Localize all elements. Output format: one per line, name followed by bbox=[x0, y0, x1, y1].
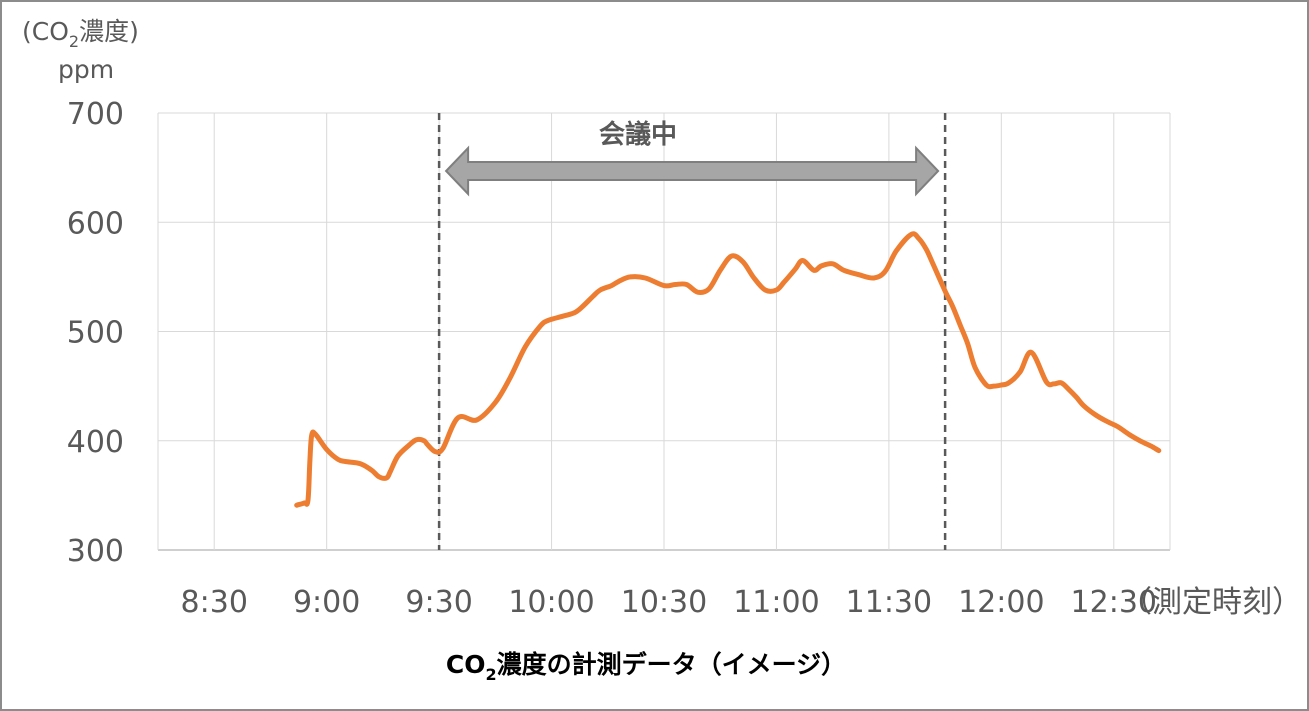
x-tick-label: 10:00 bbox=[508, 585, 594, 620]
x-tick-label: 8:30 bbox=[181, 585, 248, 620]
x-axis-label: （測定時刻） bbox=[1122, 585, 1302, 620]
x-tick-label: 11:30 bbox=[846, 585, 932, 620]
x-tick-label: 11:00 bbox=[733, 585, 819, 620]
y-tick-labels: 300 400 500 600 700 bbox=[67, 97, 124, 569]
meeting-double-arrow bbox=[444, 145, 940, 197]
y-tick-label: 700 bbox=[67, 97, 124, 132]
co2-series-line bbox=[294, 231, 1162, 508]
x-tick-label: 12:30 bbox=[1071, 585, 1157, 620]
meeting-arrow bbox=[444, 145, 940, 197]
meeting-label: 会議中 bbox=[599, 119, 677, 150]
y-axis-unit-label: (CO2濃度) bbox=[22, 17, 139, 51]
x-tick-label: 9:30 bbox=[405, 585, 472, 620]
x-tick-label: 12:00 bbox=[958, 585, 1044, 620]
series-layer bbox=[294, 231, 1162, 508]
y-tick-label: 600 bbox=[67, 206, 124, 241]
grid-layer bbox=[157, 112, 1171, 551]
chart-caption: CO2濃度の計測データ（イメージ） bbox=[446, 650, 846, 684]
x-tick-label: 10:30 bbox=[621, 585, 707, 620]
y-tick-label: 300 bbox=[67, 534, 124, 569]
y-tick-label: 500 bbox=[67, 316, 124, 351]
x-tick-label: 9:00 bbox=[293, 585, 360, 620]
y-axis-unit-ppm: ppm bbox=[58, 55, 114, 84]
y-tick-label: 400 bbox=[67, 425, 124, 460]
x-tick-labels: 8:30 9:00 9:30 10:00 10:30 11:00 11:30 12:00 12:… bbox=[181, 585, 1157, 620]
meeting-boundaries bbox=[437, 113, 947, 550]
